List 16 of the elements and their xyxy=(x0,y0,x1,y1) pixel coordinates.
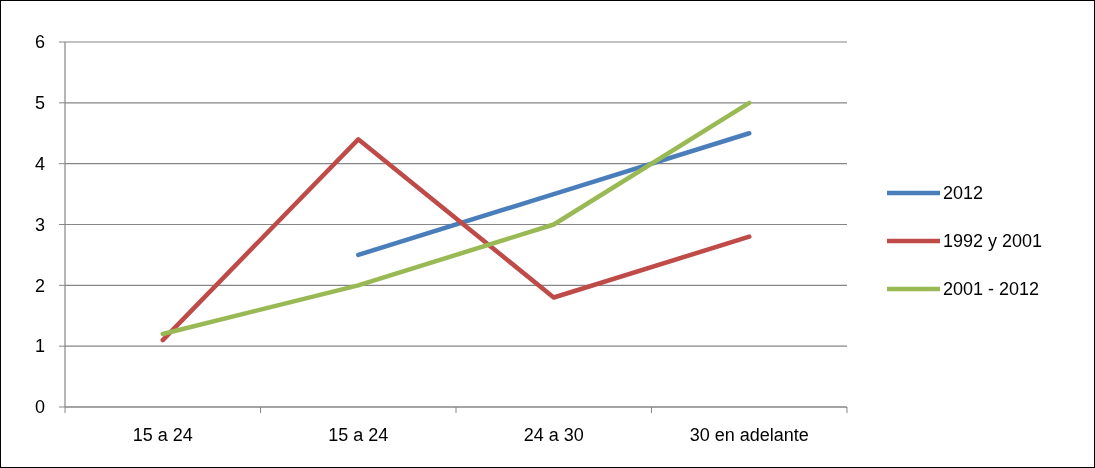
legend-label: 2012 xyxy=(943,183,984,204)
x-tick-label: 15 a 24 xyxy=(132,425,193,445)
y-tick-label: 4 xyxy=(34,153,45,174)
y-tick-label: 2 xyxy=(34,275,45,296)
x-tick-label: 30 en adelante xyxy=(689,425,809,445)
y-tick-label: 3 xyxy=(34,214,45,235)
x-tick-label: 15 a 24 xyxy=(328,425,389,445)
legend-label: 1992 y 2001 xyxy=(943,231,1043,252)
y-tick-label: 0 xyxy=(34,397,45,418)
line-series xyxy=(160,137,752,343)
y-tick-label: 6 xyxy=(34,32,45,53)
y-tick-label: 5 xyxy=(34,93,45,114)
line-series xyxy=(160,100,752,337)
x-tick-label: 24 a 30 xyxy=(523,425,584,445)
legend-label: 2001 - 2012 xyxy=(943,279,1040,300)
y-tick-label: 1 xyxy=(34,336,45,357)
